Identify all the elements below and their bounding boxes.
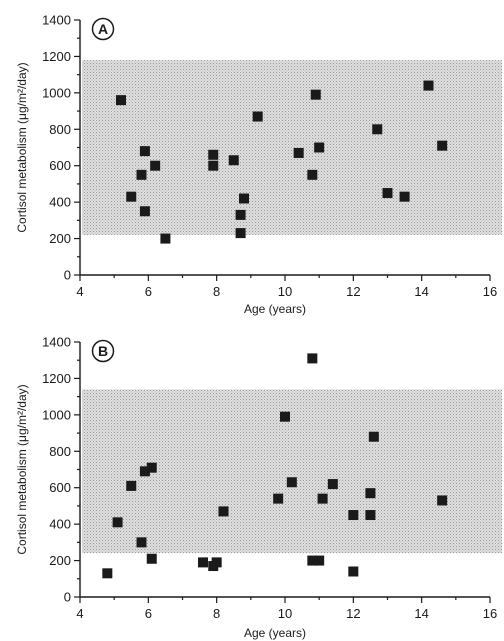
data-point — [348, 510, 359, 521]
data-point — [139, 466, 150, 477]
data-point — [136, 537, 147, 548]
x-tick-label: 10 — [278, 284, 292, 299]
data-point — [116, 95, 126, 106]
y-tick-label: 0 — [64, 590, 71, 605]
panel-a: 0 200 400 600 800 1000 1200 1400 4 6 8 10 12 14 16 Age… — [15, 13, 502, 316]
y-tick-label: 600 — [49, 158, 71, 173]
data-point — [160, 233, 171, 244]
data-point — [235, 228, 246, 239]
x-tick-label: 6 — [145, 606, 152, 621]
data-point — [150, 160, 161, 171]
data-point — [126, 191, 137, 202]
y-axis-title: Cortisol metabolism (μg/m²/day) — [15, 384, 29, 554]
data-point — [252, 111, 263, 122]
data-point — [437, 140, 448, 151]
data-point — [423, 80, 434, 91]
y-tick-label: 800 — [49, 444, 71, 459]
y-tick-label: 600 — [49, 480, 71, 495]
y-axis-title: Cortisol metabolism (μg/m²/day) — [15, 62, 29, 232]
x-tick-label: 16 — [483, 284, 497, 299]
y-tick-label: 400 — [49, 195, 71, 210]
data-point — [198, 557, 208, 568]
data-point — [348, 566, 359, 577]
x-tick-label: 10 — [278, 606, 292, 621]
x-tick-label: 14 — [414, 284, 428, 299]
data-point — [327, 479, 338, 490]
data-point — [307, 169, 318, 180]
data-point — [126, 480, 137, 491]
x-tick-label: 16 — [483, 606, 497, 621]
data-point — [102, 568, 113, 579]
x-tick-label: 4 — [76, 284, 83, 299]
y-tick-label: 800 — [49, 122, 71, 137]
x-tick-label: 6 — [145, 284, 152, 299]
data-point — [286, 477, 297, 488]
x-axis-title: Age (years) — [244, 626, 306, 640]
data-point — [382, 188, 393, 199]
data-point — [139, 206, 150, 217]
data-point — [314, 142, 325, 153]
y-tick-label: 200 — [49, 553, 71, 568]
data-point — [293, 147, 304, 158]
data-point — [317, 493, 328, 504]
y-tick-label: 1000 — [42, 85, 71, 100]
y-tick-label: 200 — [49, 231, 71, 246]
data-point — [235, 209, 246, 220]
data-point — [218, 506, 229, 517]
x-tick-label: 12 — [346, 606, 360, 621]
data-point — [280, 411, 290, 422]
x-axis-title: Age (years) — [244, 302, 306, 316]
panel-label-badge: A — [91, 17, 115, 41]
y-tick-label: 1200 — [42, 371, 71, 386]
data-point — [307, 353, 318, 364]
panel-label: A — [98, 21, 108, 37]
data-point — [211, 557, 222, 568]
y-tick-label: 0 — [64, 268, 71, 283]
y-tick-label: 1400 — [42, 335, 71, 350]
x-tick-label: 8 — [213, 606, 220, 621]
panel-b: 0 200 400 600 800 1000 1200 1400 4 6 8 10 12 14 16 Age… — [15, 335, 502, 640]
data-point — [365, 488, 376, 499]
panel-label: B — [98, 343, 108, 359]
data-point — [314, 555, 325, 566]
data-point — [112, 517, 123, 528]
data-point — [136, 169, 147, 180]
x-tick-label: 4 — [76, 606, 83, 621]
data-point — [239, 193, 249, 204]
data-point — [208, 160, 219, 171]
x-tick-label: 14 — [414, 606, 428, 621]
data-point — [273, 493, 284, 504]
data-point — [146, 462, 157, 473]
y-tick-label: 400 — [49, 517, 71, 532]
data-point — [372, 124, 383, 135]
data-point — [399, 191, 410, 202]
data-point — [208, 149, 219, 160]
y-tick-label: 1400 — [42, 13, 71, 28]
data-point — [365, 510, 376, 521]
data-point — [139, 146, 150, 157]
x-tick-label: 12 — [346, 284, 360, 299]
x-tick-label: 8 — [213, 284, 220, 299]
y-tick-label: 1000 — [42, 407, 71, 422]
data-point — [310, 89, 321, 100]
data-point — [437, 495, 448, 506]
data-point — [146, 553, 157, 564]
data-point — [228, 155, 239, 166]
y-tick-label: 1200 — [42, 49, 71, 64]
panel-label-badge: B — [91, 339, 115, 363]
data-point — [307, 555, 318, 566]
data-point — [368, 431, 379, 442]
